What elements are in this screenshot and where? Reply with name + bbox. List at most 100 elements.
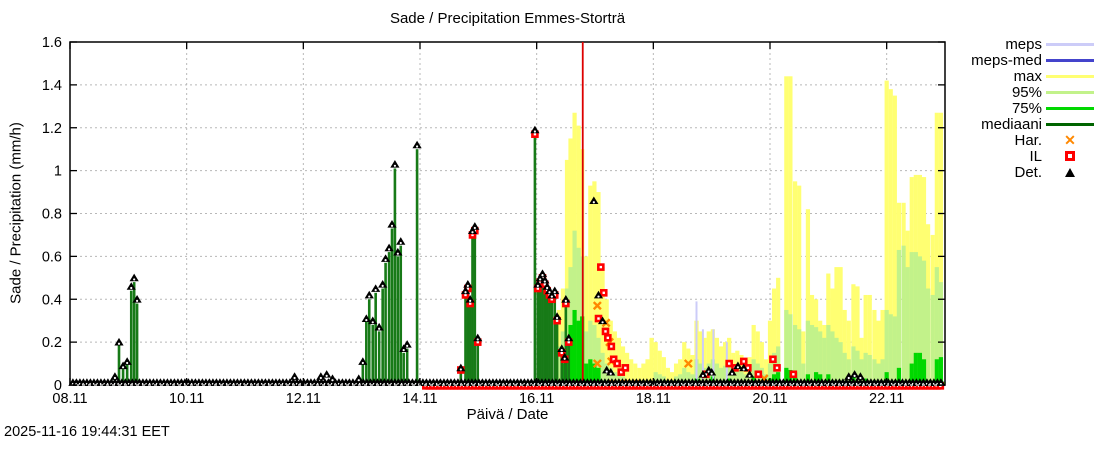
legend-sample-line-icon xyxy=(1042,91,1098,95)
line-glyph xyxy=(1046,75,1094,79)
x-tick-label: 18.11 xyxy=(636,391,671,407)
max-bars-bar xyxy=(763,359,769,385)
p95-bars-bar xyxy=(884,309,889,385)
tick-labels: 0 0.2 0.4 0.6 0.8 1 1.2 1.4 1.6 08.11 10.11 12.11 14… xyxy=(42,35,904,407)
obs-green-bars-bar xyxy=(543,284,547,385)
line-glyph xyxy=(1046,91,1094,95)
det-marker xyxy=(132,295,142,303)
p95-bars-bar xyxy=(863,352,868,385)
il-marker-dot xyxy=(610,345,613,348)
max-bars-bar xyxy=(834,267,839,385)
p95-bars-bar xyxy=(851,346,856,385)
det-marker-dot xyxy=(563,357,566,360)
max-bars-bar xyxy=(759,342,764,385)
p95-bars-bar xyxy=(767,363,773,385)
det-marker-dot xyxy=(555,316,559,320)
max-bars-bar xyxy=(678,359,683,385)
y-tick-label: 0.8 xyxy=(42,207,62,223)
det-marker-dot xyxy=(130,286,133,290)
det-marker-dot xyxy=(736,366,740,369)
det-marker-dot xyxy=(548,291,551,294)
det-marker xyxy=(698,370,708,378)
max-bars-bar xyxy=(682,342,687,385)
il-marker-dot xyxy=(939,384,942,388)
det-marker xyxy=(844,372,854,380)
obs-green-bars-bar xyxy=(548,294,551,385)
max-bars-bar xyxy=(714,337,720,385)
det-marker-dot xyxy=(459,368,462,371)
legend-item-det-: Det. xyxy=(952,164,1098,180)
legend-item-95-: 95% xyxy=(952,85,1098,101)
obs-green-bars-bar xyxy=(393,168,397,385)
det-marker-dot xyxy=(406,344,409,347)
obs-green-bars-bar xyxy=(399,245,403,385)
p95-bars-bar xyxy=(925,288,931,385)
x-tick-label: 10.11 xyxy=(169,391,204,407)
legend-sample-line-icon xyxy=(1042,59,1098,63)
max-bars-bar xyxy=(884,80,889,386)
obs-green-bars-bar xyxy=(536,288,540,385)
det-marker-dot xyxy=(365,319,368,322)
max-bars-bar xyxy=(669,372,675,385)
obs-green-bars-bar xyxy=(545,290,549,385)
det-marker xyxy=(456,363,466,372)
obs-green-bars-bar xyxy=(390,228,394,385)
det-marker xyxy=(470,222,480,230)
det-marker xyxy=(537,269,548,277)
x-axis-label: Päivä / Date xyxy=(466,406,549,423)
x-tick-label: 12.11 xyxy=(286,391,321,407)
max-bars-bar xyxy=(657,350,662,385)
legend-item-max: max xyxy=(952,69,1098,85)
det-marker-dot xyxy=(550,295,553,298)
det-marker xyxy=(322,370,332,378)
il-marker-dot xyxy=(599,265,603,269)
max-bars-bar xyxy=(698,331,703,385)
il-marker-dot xyxy=(464,293,467,297)
det-marker xyxy=(564,333,574,342)
det-marker-dot xyxy=(135,299,139,302)
p95-bars-bar xyxy=(909,252,914,385)
det-marker xyxy=(533,280,543,288)
max-bars-bar xyxy=(867,294,872,385)
det-marker xyxy=(327,374,338,382)
p95-bars-bar xyxy=(604,363,609,385)
obs-green-bars-bar xyxy=(533,134,537,385)
il-marker-dot xyxy=(757,373,760,376)
max-bars-bar xyxy=(855,286,860,385)
det-marker xyxy=(547,290,557,299)
p75-bars-bar xyxy=(934,359,939,385)
x-glyph: ✕ xyxy=(1064,132,1076,149)
p95-bars-bar xyxy=(901,245,906,385)
il-markers xyxy=(422,130,945,390)
det-markers xyxy=(68,125,946,386)
det-marker-dot xyxy=(609,372,612,375)
max-bars-bar xyxy=(706,331,711,385)
max-bars-bar xyxy=(722,342,728,385)
det-marker xyxy=(358,357,368,365)
max-bars-bar xyxy=(776,277,781,385)
p95-bars-bar xyxy=(917,256,923,385)
y-tick-label: 0 xyxy=(54,378,62,394)
y-tick-label: 0.6 xyxy=(42,249,62,265)
p75-bars-bar xyxy=(592,363,597,385)
det-marker-dot xyxy=(567,338,570,341)
det-marker-dot xyxy=(473,226,476,230)
legend-label: max xyxy=(1013,68,1042,86)
p95-bars-bar xyxy=(718,367,724,385)
max-bars-bar xyxy=(596,192,601,385)
det-marker xyxy=(122,357,132,365)
det-marker xyxy=(727,367,737,376)
det-marker xyxy=(597,316,608,325)
max-bars-bar xyxy=(568,138,573,385)
x-tick-label: 20.11 xyxy=(752,391,787,407)
legend-sample-x-icon: ✕ xyxy=(1042,133,1098,147)
p75-bars-bar xyxy=(588,359,593,385)
il-marker-dot xyxy=(536,287,540,290)
obs-green-bars-bar xyxy=(538,282,542,385)
det-marker-dot xyxy=(113,376,117,380)
il-marker-dot xyxy=(560,351,563,355)
legend-label: mediaani xyxy=(981,115,1042,133)
det-marker xyxy=(606,367,616,376)
det-marker-dot xyxy=(853,374,856,377)
obs-green-bars-bar xyxy=(367,299,371,385)
